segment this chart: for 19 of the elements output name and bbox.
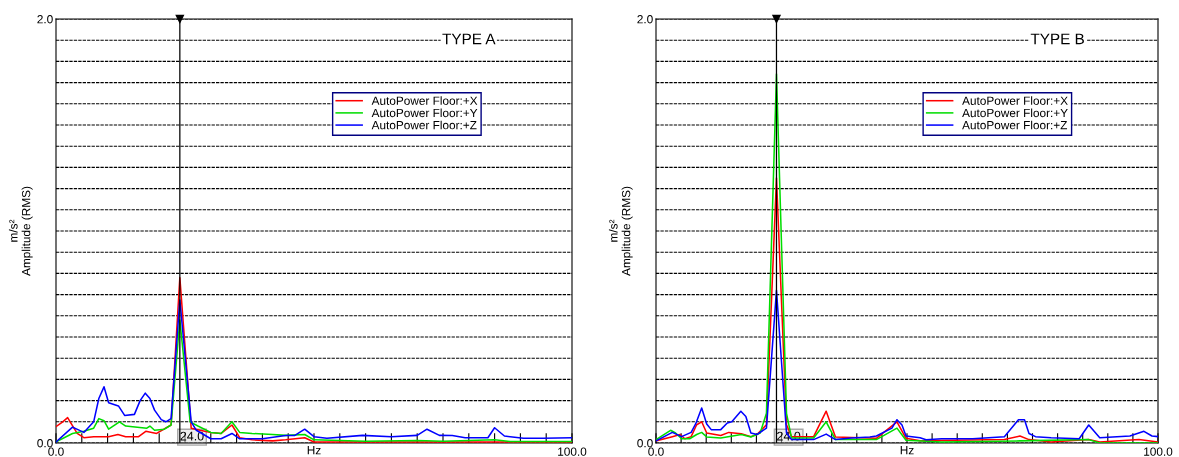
y-tick-label: 2.0 bbox=[637, 15, 653, 24]
legend-label: AutoPower Floor:+X bbox=[962, 96, 1068, 105]
x-axis-title: Hz bbox=[307, 446, 321, 455]
legend-label: AutoPower Floor:+Z bbox=[962, 120, 1068, 130]
x-tick-label: 0.0 bbox=[648, 447, 664, 456]
x-axis-title: Hz bbox=[900, 446, 914, 455]
text: TYPE A bbox=[442, 33, 496, 45]
y-tick-label: 2.0 bbox=[37, 15, 53, 24]
legend-label: AutoPower Floor:+Y bbox=[962, 108, 1068, 118]
legend-label: AutoPower Floor:+Z bbox=[371, 120, 477, 130]
ref-line-label: 24.0 bbox=[180, 431, 204, 441]
text: TYPE B bbox=[1030, 33, 1084, 45]
x-tick-label: 100.0 bbox=[1144, 447, 1173, 456]
legend-label: AutoPower Floor:+X bbox=[371, 96, 478, 105]
y-axis-title: m/s² Amplitude (RMS) bbox=[8, 186, 33, 276]
x-tick-label: 0.0 bbox=[48, 447, 64, 456]
y-axis-title: m/s² Amplitude (RMS) bbox=[608, 186, 633, 276]
x-tick-label: 100.0 bbox=[558, 447, 587, 456]
legend-label: AutoPower Floor:+Y bbox=[371, 108, 478, 118]
